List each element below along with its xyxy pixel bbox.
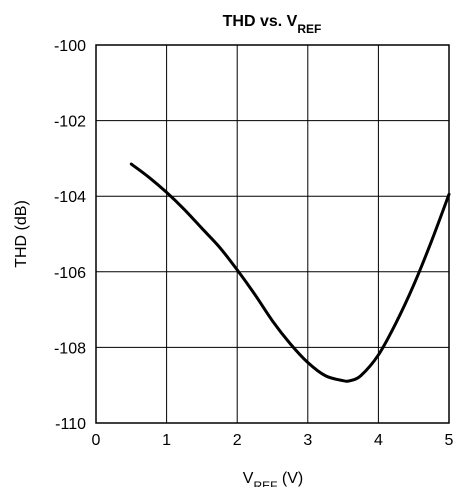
y-tick-label: -108	[54, 340, 86, 357]
plot-frame	[95, 44, 450, 424]
grid	[95, 44, 450, 424]
y-tick-label: -106	[54, 265, 86, 282]
y-tick-label: -100	[54, 38, 86, 55]
x-axis-label-subscript: REF	[253, 479, 277, 487]
x-tick-label: 0	[92, 432, 101, 449]
y-tick-label: -102	[54, 114, 86, 131]
x-axis-label: VREF (V)	[243, 470, 303, 487]
x-tick-labels: 0 1 2 3 4 5	[92, 432, 454, 449]
x-tick-label: 1	[162, 432, 171, 449]
y-axis-label: THD (dB)	[13, 200, 30, 268]
chart-title-subscript: REF	[297, 22, 321, 36]
x-axis-label-main: V	[243, 470, 254, 487]
x-tick-label: 3	[303, 432, 312, 449]
x-tick-label: 5	[445, 432, 454, 449]
y-tick-label: -104	[54, 189, 86, 206]
y-tick-label: -110	[55, 416, 86, 433]
chart-title-main: THD vs. V	[223, 13, 298, 30]
chart-title: THD vs. VREF	[223, 13, 322, 36]
thd-curve	[129, 162, 451, 383]
x-tick-label: 4	[374, 432, 383, 449]
x-tick-label: 2	[233, 432, 242, 449]
x-axis-label-unit: (V)	[277, 470, 303, 487]
y-tick-labels: -100 -102 -104 -106 -108 -110	[54, 38, 86, 433]
